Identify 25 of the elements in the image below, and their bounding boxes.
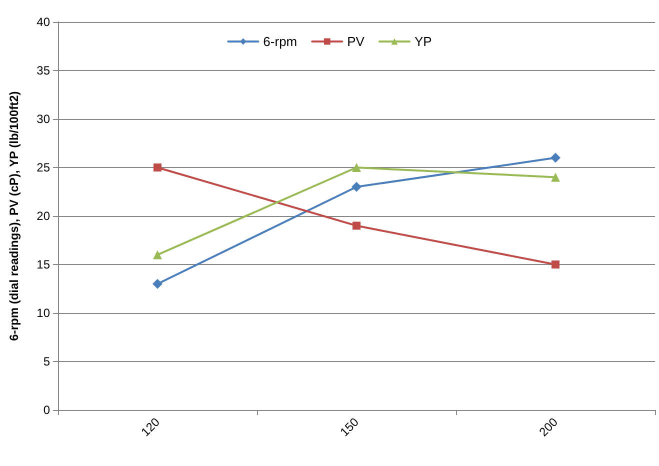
x-tick-label: 120 <box>138 414 163 440</box>
y-tick-label: 25 <box>36 160 50 174</box>
y-tick-label: 5 <box>43 354 50 368</box>
point <box>152 278 162 289</box>
y-tick-label: 30 <box>36 112 50 126</box>
legend-label: 6-rpm <box>263 34 298 49</box>
y-axis-title: 6-rpm (dial readings), PV (cP), YP (lb/100ft2) <box>7 91 21 341</box>
legend-label: YP <box>414 34 432 49</box>
x-tick-label: 200 <box>536 414 561 440</box>
point <box>550 152 560 163</box>
y-tick-label: 20 <box>36 209 50 223</box>
y-tick-label: 10 <box>36 306 50 320</box>
point <box>551 172 560 182</box>
y-tick-label: 15 <box>36 258 50 272</box>
y-tick-label: 35 <box>36 64 50 78</box>
point <box>154 164 162 172</box>
point <box>352 222 360 230</box>
point <box>352 163 361 172</box>
point <box>153 250 162 260</box>
point <box>352 182 362 192</box>
y-tick-label: 40 <box>36 15 50 29</box>
legend-label: PV <box>347 34 365 49</box>
x-tick-label: 150 <box>337 414 362 440</box>
y-tick-label: 0 <box>43 403 50 417</box>
point <box>552 260 560 268</box>
